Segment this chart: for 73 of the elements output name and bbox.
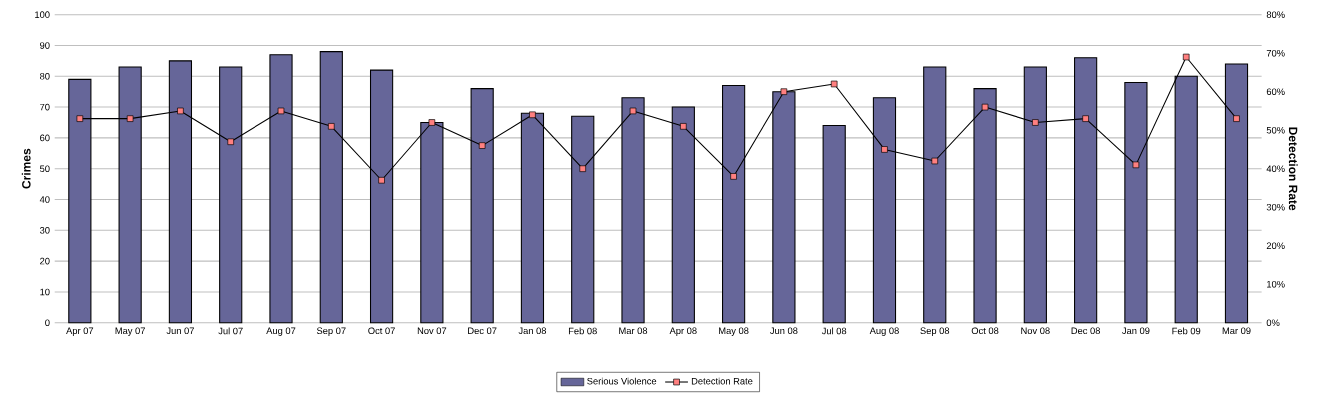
y-tick-label: 60: [40, 134, 50, 142]
point: [780, 88, 788, 96]
point: [881, 146, 888, 153]
y2-tick-label: 50%: [1266, 127, 1285, 134]
y2-axis-title: Detection Rate: [1288, 127, 1298, 211]
point: [529, 111, 536, 119]
x-tick-label: Jan 08: [518, 327, 547, 335]
point: [76, 115, 84, 123]
point: [629, 107, 637, 115]
point: [177, 107, 184, 115]
point: [1182, 53, 1190, 61]
x-tick-label: Jun 07: [166, 327, 194, 335]
point: [730, 173, 737, 180]
x-tick-label: Mar 08: [619, 327, 648, 335]
point: [126, 115, 134, 123]
y-tick-label: 90: [40, 42, 50, 49]
x-tick-label: Oct 08: [971, 327, 999, 335]
point: [830, 80, 838, 88]
x-tick-label: Nov 07: [417, 327, 447, 335]
x-tick-label: Jul 08: [821, 327, 847, 335]
point: [981, 103, 989, 111]
point: [277, 107, 285, 115]
y2-tick-label: 0%: [1266, 319, 1280, 327]
x-tick-label: Dec 08: [1071, 327, 1100, 335]
y-tick-label: 40: [39, 196, 50, 203]
x-tick-label: Sep 07: [316, 327, 346, 337]
point: [931, 157, 939, 165]
x-tick-label: Feb 09: [1172, 327, 1201, 335]
x-tick-label: Apr 08: [669, 327, 697, 337]
x-tick-label: Jul 07: [218, 327, 243, 335]
y2-tick-label: 70%: [1266, 50, 1285, 57]
legend-label: Serious Violence: [587, 377, 657, 385]
point: [1032, 119, 1039, 126]
x-tick-label: Apr 07: [66, 327, 94, 337]
x-tick-label: Aug 07: [266, 327, 296, 337]
point: [227, 138, 234, 146]
point: [378, 177, 385, 184]
x-tick-label: Dec 07: [468, 327, 497, 335]
point: [680, 123, 687, 130]
y-tick-label: 0: [45, 319, 50, 327]
point: [579, 165, 587, 173]
y2-tick-label: 30%: [1266, 204, 1285, 211]
point: [478, 142, 486, 149]
x-tick-label: Aug 08: [869, 327, 899, 337]
x-tick-label: Jun 08: [770, 327, 798, 335]
y-tick-label: 10: [40, 288, 50, 296]
point: [328, 123, 335, 130]
x-tick-label: Oct 07: [368, 327, 395, 335]
y-tick-label: 30: [39, 227, 50, 234]
y2-tick-label: 20%: [1266, 242, 1285, 250]
y2-tick-label: 80%: [1266, 11, 1285, 19]
y2-tick-label: 10%: [1267, 281, 1285, 288]
y-tick-label: 50: [39, 165, 50, 173]
x-tick-label: Feb 08: [568, 327, 597, 335]
x-tick-label: May 08: [719, 327, 749, 337]
y-tick-label: 20: [40, 257, 50, 265]
y-axis-title: Crimes: [21, 148, 31, 189]
y2-tick-label: 40%: [1266, 165, 1285, 173]
y-tick-label: 100: [35, 11, 50, 19]
point: [1233, 115, 1240, 123]
x-tick-label: Nov 08: [1021, 327, 1050, 335]
x-tick-label: Mar 09: [1222, 327, 1251, 335]
y-tick-label: 70: [40, 103, 50, 111]
point: [1082, 115, 1089, 123]
x-tick-label: Jan 09: [1122, 327, 1150, 335]
bar: [822, 125, 846, 324]
legend-label: Detection Rate: [691, 377, 753, 385]
y-tick-label: 80: [40, 73, 50, 80]
point: [428, 119, 436, 126]
point: [1132, 161, 1140, 169]
x-tick-label: May 07: [115, 327, 145, 337]
x-tick-label: Sep 08: [920, 327, 950, 337]
y2-tick-label: 60%: [1266, 88, 1285, 96]
